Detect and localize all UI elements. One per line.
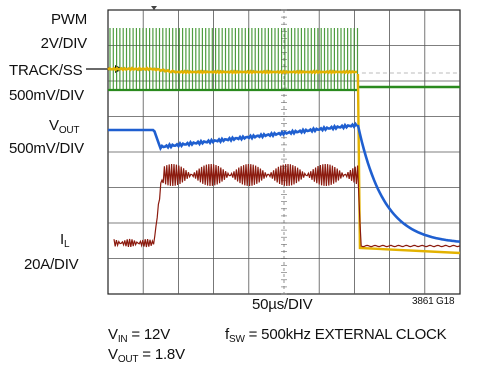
- vin-label-sub: IN: [117, 334, 128, 345]
- vout-label-sub: OUT: [58, 125, 80, 136]
- il-label: IL: [60, 231, 70, 250]
- chart-traces: [107, 28, 461, 255]
- vin-label: VIN = 12V: [108, 326, 171, 345]
- vout-condition-sub: OUT: [117, 354, 139, 365]
- il-label-sub: L: [63, 239, 70, 250]
- vout-trace: [108, 121, 359, 152]
- vin-label-value: = 12V: [127, 326, 171, 343]
- vout-label: VOUT: [49, 117, 80, 136]
- track-ss-scale-label: 500mV/DIV: [9, 87, 84, 104]
- fsw-label-sub: SW: [228, 334, 245, 345]
- track-ss-trace: [107, 66, 358, 75]
- fsw-label-name: f: [225, 326, 229, 343]
- vout-condition-value: = 1.8V: [138, 346, 185, 363]
- il-trace: [113, 163, 460, 248]
- il-scale-label: 20A/DIV: [24, 256, 79, 273]
- figure-id-label: 3861 G18: [412, 296, 455, 307]
- vout-label-name: V: [49, 117, 59, 134]
- pwm-scale-label: 2V/DIV: [40, 35, 88, 52]
- track-ss-label: TRACK/SS: [9, 62, 83, 79]
- vin-label-name: V: [108, 326, 118, 343]
- trigger-marker: [151, 6, 157, 10]
- il-label-name: I: [60, 231, 64, 248]
- vout-condition-label: VOUT = 1.8V: [108, 346, 185, 365]
- pwm-trace: [109, 28, 359, 90]
- time-scale-label: 50µs/DIV: [252, 296, 313, 313]
- vout-scale-label: 500mV/DIV: [9, 140, 84, 157]
- fsw-label: fSW = 500kHz EXTERNAL CLOCK: [225, 326, 447, 345]
- fsw-label-value: = 500kHz EXTERNAL CLOCK: [244, 326, 447, 343]
- vout-decay-trace: [356, 124, 460, 243]
- vout-condition-name: V: [108, 346, 118, 363]
- pwm-label: PWM: [50, 11, 87, 28]
